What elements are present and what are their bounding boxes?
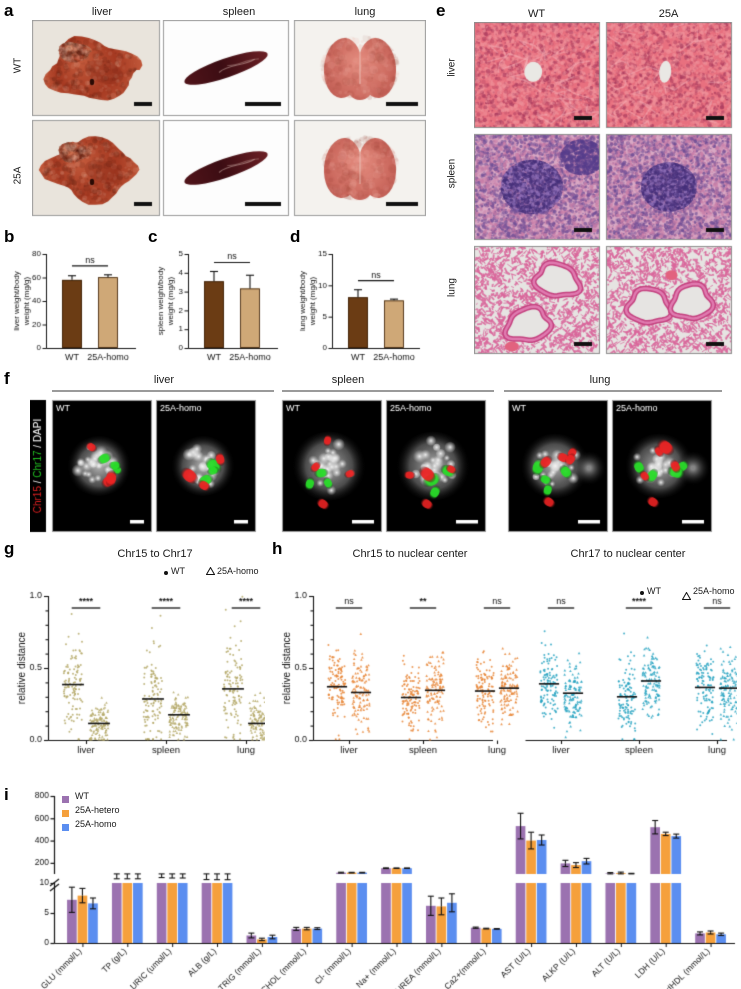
panel-label-d: d <box>290 227 301 246</box>
panel-i-chart <box>2 786 741 989</box>
panel-a-col-liver: liver <box>91 6 113 18</box>
panel-label-h: h <box>272 539 283 558</box>
panel-label-g: g <box>4 539 15 558</box>
panel-a-images <box>32 20 426 220</box>
panel-label-f: f <box>4 369 10 388</box>
panel-f-rule-liver <box>52 390 274 392</box>
panel-label-e: e <box>436 1 446 20</box>
panel-g-title: Chr15 to Chr17 <box>117 548 193 560</box>
panel-label-a: a <box>4 1 14 20</box>
panel-h-title-1: Chr15 to nuclear center <box>352 548 468 560</box>
panel-g-legend-triangle-icon <box>206 567 215 575</box>
panel-f-rule-lung <box>504 390 722 392</box>
panel-e-row-liver: liver <box>446 58 458 77</box>
panel-e-row-lung: lung <box>446 278 458 297</box>
panel-f-group-liver: liver <box>153 374 175 386</box>
panel-f-group-spleen: spleen <box>331 374 365 386</box>
panel-a-row-wt: WT <box>12 57 24 74</box>
panel-g-legend-wt: WT <box>171 566 185 576</box>
panel-e-row-spleen: spleen <box>446 158 458 189</box>
panel-c-chart <box>156 232 284 368</box>
panel-h-title-2: Chr17 to nuclear center <box>570 548 686 560</box>
panel-h-chart <box>275 580 737 775</box>
panel-f-images <box>30 396 730 536</box>
panel-e-col-25a: 25A <box>658 8 679 20</box>
panel-g-legend-25a: 25A-homo <box>217 566 259 576</box>
panel-a-row-25a: 25A <box>12 166 24 185</box>
panel-d-chart <box>298 232 426 368</box>
panel-g-chart <box>10 580 265 775</box>
panel-f-group-lung: lung <box>589 374 611 386</box>
panel-f-rule-spleen <box>282 390 494 392</box>
panel-label-b: b <box>4 227 15 246</box>
panel-g-legend-circle-icon <box>164 571 168 575</box>
panel-e-images <box>474 22 734 356</box>
panel-e-col-wt: WT <box>527 8 546 20</box>
panel-a-col-lung: lung <box>354 6 376 18</box>
panel-a-col-spleen: spleen <box>222 6 256 18</box>
panel-b-chart <box>12 232 142 368</box>
panel-label-c: c <box>148 227 158 246</box>
